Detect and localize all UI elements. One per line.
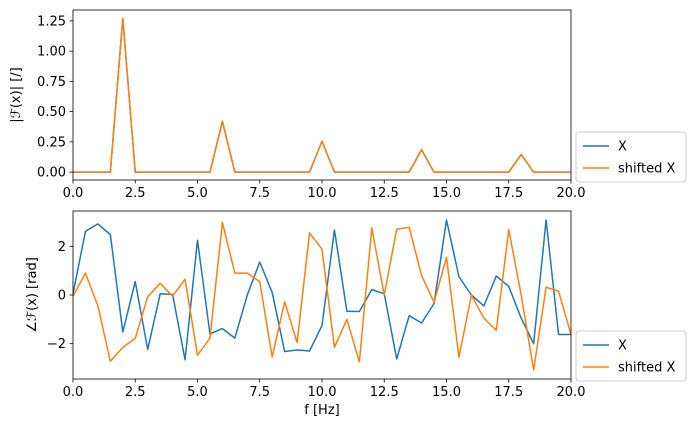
magnitude-x-tick-label: 2.5 bbox=[125, 186, 146, 201]
phase-x-tick-label: 5.0 bbox=[187, 385, 208, 400]
phase-panel: 0.0 2.5 5.0 7.5 10.0 12.5 15.0 17.5 20.0 −2 0 2 ∠ℱ(x… bbox=[25, 210, 687, 418]
magnitude-panel: 0.0 2.5 5.0 7.5 10.0 12.5 15.0 17.5 20.0 0.00 0.25… bbox=[9, 9, 687, 201]
legend-label-1: X bbox=[618, 140, 627, 155]
magnitude-series-line-2 bbox=[73, 17, 571, 173]
phase-x-tick-label: 10.0 bbox=[308, 385, 337, 400]
magnitude-x-tick-label: 7.5 bbox=[249, 186, 270, 201]
magnitude-x-tick-label: 20.0 bbox=[557, 186, 586, 201]
legend-label-2: shifted X bbox=[618, 162, 675, 177]
legend-label-2: shifted X bbox=[618, 361, 675, 376]
magnitude-axes-frame bbox=[72, 9, 572, 181]
magnitude-x-tick-label: 12.5 bbox=[370, 186, 399, 201]
magnitude-x-tick-label: 0.0 bbox=[63, 186, 84, 201]
magnitude-y-axis-label: |ℱ(x)| [/] bbox=[9, 67, 24, 122]
magnitude-y-tick-label: 0.75 bbox=[37, 75, 66, 90]
phase-y-tick-label: −2 bbox=[47, 337, 66, 352]
phase-x-tick-label: 0.0 bbox=[63, 385, 84, 400]
phase-y-axis-label: ∠ℱ(x) [rad] bbox=[25, 257, 40, 333]
phase-y-tick-label: 2 bbox=[58, 240, 66, 255]
phase-x-tick-label: 12.5 bbox=[370, 385, 399, 400]
magnitude-y-tick-label: 1.00 bbox=[37, 45, 66, 60]
magnitude-x-tick-label: 10.0 bbox=[308, 186, 337, 201]
legend-frame bbox=[575, 330, 687, 382]
magnitude-series-line-1 bbox=[73, 17, 571, 173]
phase-y-tick-label: 0 bbox=[58, 289, 66, 304]
magnitude-x-tick-label: 5.0 bbox=[187, 186, 208, 201]
phase-series-line-2 bbox=[73, 221, 571, 371]
phase-x-tick-label: 7.5 bbox=[249, 385, 270, 400]
magnitude-y-tick-label: 0.25 bbox=[37, 135, 66, 150]
magnitude-x-tick-label: 15.0 bbox=[432, 186, 461, 201]
legend-frame bbox=[575, 131, 687, 183]
magnitude-y-tick-label: 0.50 bbox=[37, 105, 66, 120]
legend-label-1: X bbox=[618, 339, 627, 354]
phase-series-line-1 bbox=[73, 219, 571, 361]
phase-x-axis-label: f [Hz] bbox=[304, 403, 339, 418]
phase-x-tick-label: 2.5 bbox=[125, 385, 146, 400]
phase-x-tick-label: 20.0 bbox=[557, 385, 586, 400]
magnitude-x-tick-label: 17.5 bbox=[494, 186, 523, 201]
magnitude-y-tick-label: 0.00 bbox=[37, 166, 66, 181]
phase-axes-frame bbox=[72, 210, 572, 380]
magnitude-y-tick-label: 1.25 bbox=[37, 14, 66, 29]
phase-x-tick-label: 15.0 bbox=[432, 385, 461, 400]
phase-x-tick-label: 17.5 bbox=[494, 385, 523, 400]
